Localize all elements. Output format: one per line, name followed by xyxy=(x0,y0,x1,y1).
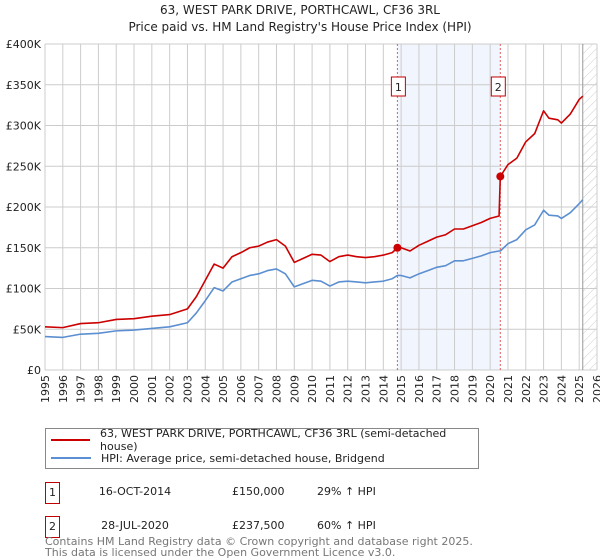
y-tick-label: £300K xyxy=(6,120,42,133)
sale-1-label: 1 xyxy=(395,81,402,94)
price-chart: 63, WEST PARK DRIVE, PORTHCAWL, CF36 3RL… xyxy=(6,3,600,403)
x-tick-label: 2000 xyxy=(128,375,141,403)
x-tick-label: 2002 xyxy=(164,375,177,403)
sale-1-point xyxy=(393,243,402,252)
y-tick-label: £400K xyxy=(6,38,42,51)
x-tick-label: 2018 xyxy=(449,375,462,403)
x-tick-label: 2011 xyxy=(324,375,337,403)
x-tick-label: 2013 xyxy=(360,375,373,403)
transaction-price: £237,500 xyxy=(232,519,285,532)
x-tick-label: 2016 xyxy=(413,375,426,403)
x-tick-label: 2021 xyxy=(502,375,515,403)
transaction-row: 2 28-JUL-2020 £237,500 60% ↑ HPI xyxy=(45,516,445,538)
x-tick-label: 2017 xyxy=(431,375,444,403)
x-tick-label: 2020 xyxy=(484,375,497,403)
sale-2-point xyxy=(496,172,505,181)
y-tick-label: £0 xyxy=(27,364,41,377)
chart-subtitle: Price paid vs. HM Land Registry's House … xyxy=(128,20,471,34)
x-tick-label: 1996 xyxy=(57,375,70,403)
transaction-date: 28-JUL-2020 xyxy=(101,519,169,532)
y-tick-label: £250K xyxy=(6,160,42,173)
footer-line-1: Contains HM Land Registry data © Crown c… xyxy=(45,535,473,548)
x-tick-label: 2024 xyxy=(555,375,568,403)
transaction-price: £150,000 xyxy=(232,485,285,498)
legend-swatch-blue xyxy=(51,457,91,459)
legend-item-property: 63, WEST PARK DRIVE, PORTHCAWL, CF36 3RL… xyxy=(51,427,478,453)
y-tick-label: £150K xyxy=(6,242,42,255)
x-tick-label: 2012 xyxy=(342,375,355,403)
chart-legend: 63, WEST PARK DRIVE, PORTHCAWL, CF36 3RL… xyxy=(45,427,479,469)
sale-2-label-box xyxy=(490,76,506,97)
x-tick-label: 2006 xyxy=(235,375,248,403)
x-tick-label: 2009 xyxy=(288,375,301,403)
footer-line-2: This data is licensed under the Open Gov… xyxy=(45,546,396,559)
x-tick-label: 2001 xyxy=(146,375,159,403)
x-tick-label: 2003 xyxy=(181,375,194,403)
sale-2-label: 2 xyxy=(495,81,502,94)
x-tick-label: 2026 xyxy=(591,375,600,403)
transaction-marker-1: 1 xyxy=(45,482,60,504)
y-tick-label: £200K xyxy=(6,201,42,214)
transaction-hpi-change: 60% ↑ HPI xyxy=(317,519,376,532)
x-tick-label: 2005 xyxy=(217,375,230,403)
legend-item-hpi: HPI: Average price, semi-detached house,… xyxy=(51,450,385,466)
y-tick-label: £350K xyxy=(6,79,42,92)
x-tick-label: 2022 xyxy=(520,375,533,403)
x-tick-label: 2004 xyxy=(199,375,212,403)
x-tick-label: 2019 xyxy=(466,375,479,403)
x-tick-label: 1995 xyxy=(39,375,52,403)
transaction-marker-2: 2 xyxy=(45,516,60,538)
x-tick-label: 2015 xyxy=(395,375,408,403)
x-tick-label: 1999 xyxy=(110,375,123,403)
x-tick-label: 2023 xyxy=(538,375,551,403)
footer-attribution: Contains HM Land Registry data © Crown c… xyxy=(45,536,473,558)
x-tick-label: 2008 xyxy=(270,375,283,403)
legend-label-hpi: HPI: Average price, semi-detached house,… xyxy=(101,451,385,465)
x-tick-label: 2025 xyxy=(573,375,586,403)
y-tick-label: £50K xyxy=(13,323,42,336)
chart-title: 63, WEST PARK DRIVE, PORTHCAWL, CF36 3RL xyxy=(160,3,440,17)
x-tick-label: 1998 xyxy=(92,375,105,403)
property-price-line xyxy=(44,95,584,329)
x-tick-label: 2010 xyxy=(306,375,319,403)
transaction-row: 1 16-OCT-2014 £150,000 29% ↑ HPI xyxy=(45,482,445,504)
x-tick-label: 2014 xyxy=(377,375,390,403)
x-tick-label: 1997 xyxy=(75,375,88,403)
transaction-hpi-change: 29% ↑ HPI xyxy=(317,485,376,498)
hpi-line xyxy=(44,199,584,339)
transaction-date: 16-OCT-2014 xyxy=(98,485,172,498)
sale-1-label-box xyxy=(390,76,406,97)
legend-label-property: 63, WEST PARK DRIVE, PORTHCAWL, CF36 3RL… xyxy=(100,427,447,453)
x-tick-label: 2007 xyxy=(253,375,266,403)
y-tick-label: £100K xyxy=(6,283,42,296)
legend-swatch-red xyxy=(51,439,91,441)
